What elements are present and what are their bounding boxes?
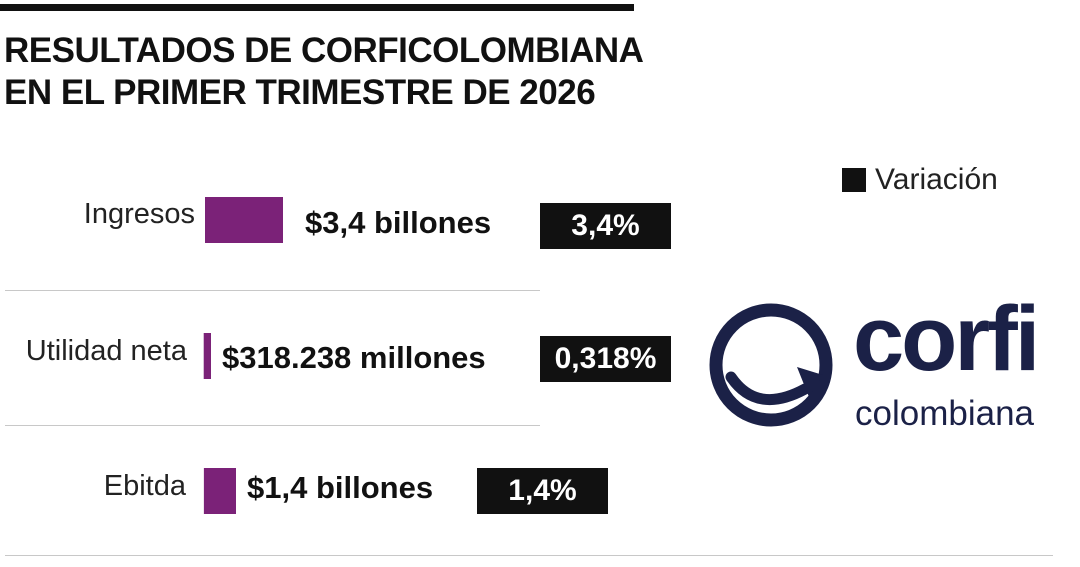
legend-label: Variación [875, 163, 998, 196]
legend-swatch [842, 168, 866, 192]
category-label-ingresos: Ingresos [83, 198, 195, 230]
variation-box-ebitda: 1,4% [477, 468, 608, 514]
variation-label-ingresos: 3,4% [571, 209, 640, 242]
category-label-ebitda: Ebitda [103, 470, 186, 502]
top-rule [0, 4, 634, 11]
row-separator-2 [5, 425, 540, 426]
variation-box-ingresos: 3,4% [540, 203, 671, 249]
value-label-ebitda: $1,4 billones [247, 470, 434, 505]
logo-word-corfi: corfi [853, 288, 1040, 390]
chart-title: RESULTADOS DE CORFICOLOMBIANA EN EL PRIM… [4, 30, 644, 114]
chart-title-line-2: EN EL PRIMER TRIMESTRE DE 2026 [4, 73, 596, 112]
corficolombiana-logo: corfi colombiana [705, 288, 1070, 437]
variation-label-utilidad-neta: 0,318% [554, 342, 657, 375]
category-label-utilidad-neta: Utilidad neta [25, 335, 187, 367]
value-label-utilidad-neta: $318.238 millones [222, 340, 486, 375]
bar-ingresos [205, 197, 283, 243]
logo-word-colombiana: colombiana [855, 394, 1034, 433]
bar-utilidad-neta [203, 333, 211, 379]
chart-title-line-1: RESULTADOS DE CORFICOLOMBIANA [4, 31, 644, 70]
row-separator-1 [5, 290, 540, 291]
row-separator-3 [5, 555, 1053, 556]
value-label-ingresos: $3,4 billones [305, 205, 492, 240]
bar-ebitda [203, 468, 236, 514]
variation-label-ebitda: 1,4% [508, 474, 577, 507]
logo-swirl-icon [709, 303, 833, 427]
legend: Variación [842, 160, 998, 200]
variation-box-utilidad-neta: 0,318% [540, 336, 671, 382]
